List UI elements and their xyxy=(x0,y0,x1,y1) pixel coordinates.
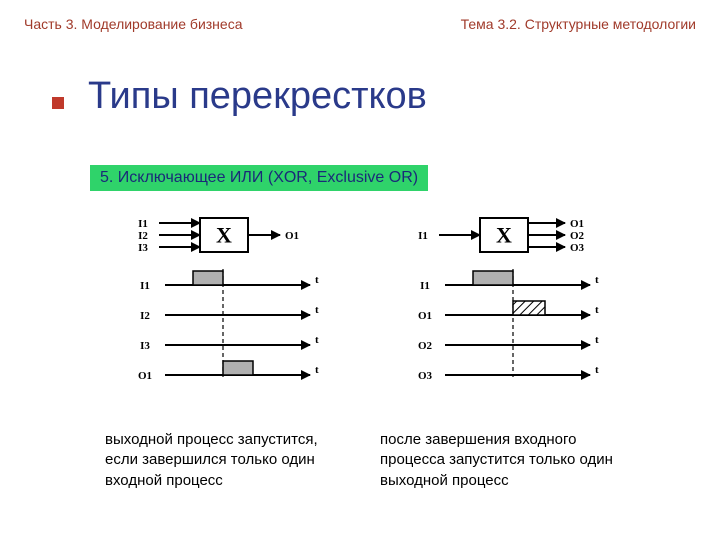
svg-text:O1: O1 xyxy=(285,230,299,242)
svg-text:t: t xyxy=(595,364,599,376)
caption-left: выходной процесс запустится, если заверш… xyxy=(105,430,335,491)
svg-text:t: t xyxy=(595,304,599,316)
svg-text:O2: O2 xyxy=(418,340,433,352)
header-right: Тема 3.2. Структурные методологии xyxy=(461,16,696,32)
svg-text:t: t xyxy=(595,274,599,286)
diagram-left-xor-join: XI1I2I3O1I1tI2tI3tO1t xyxy=(105,210,330,405)
svg-text:t: t xyxy=(315,274,319,286)
svg-text:I1: I1 xyxy=(140,280,150,292)
svg-text:I1: I1 xyxy=(418,230,428,242)
svg-text:t: t xyxy=(315,334,319,346)
diagram-right-xor-split: XI1O1O2O3I1tO1tO2tO3t xyxy=(395,210,620,405)
svg-text:X: X xyxy=(496,223,512,248)
page-title: Типы перекрестков xyxy=(88,75,427,117)
svg-text:t: t xyxy=(315,304,319,316)
svg-text:O3: O3 xyxy=(418,370,433,382)
title-bullet-icon xyxy=(52,97,64,109)
svg-text:I3: I3 xyxy=(138,242,148,254)
svg-text:O1: O1 xyxy=(570,218,584,230)
subtitle: 5. Исключающее ИЛИ (XOR, Exclusive OR) xyxy=(90,165,428,191)
svg-text:I2: I2 xyxy=(140,310,150,322)
svg-text:O2: O2 xyxy=(570,230,585,242)
svg-text:I3: I3 xyxy=(140,340,150,352)
svg-text:O3: O3 xyxy=(570,242,585,254)
svg-text:O1: O1 xyxy=(418,310,432,322)
svg-text:O1: O1 xyxy=(138,370,152,382)
svg-text:I2: I2 xyxy=(138,230,148,242)
header-left: Часть 3. Моделирование бизнеса xyxy=(24,16,242,32)
caption-right: после завершения входного процесса запус… xyxy=(380,430,640,491)
svg-text:t: t xyxy=(315,364,319,376)
title-block: Типы перекрестков xyxy=(52,75,427,118)
svg-text:I1: I1 xyxy=(420,280,430,292)
svg-text:I1: I1 xyxy=(138,218,148,230)
svg-text:t: t xyxy=(595,334,599,346)
svg-text:X: X xyxy=(216,223,232,248)
